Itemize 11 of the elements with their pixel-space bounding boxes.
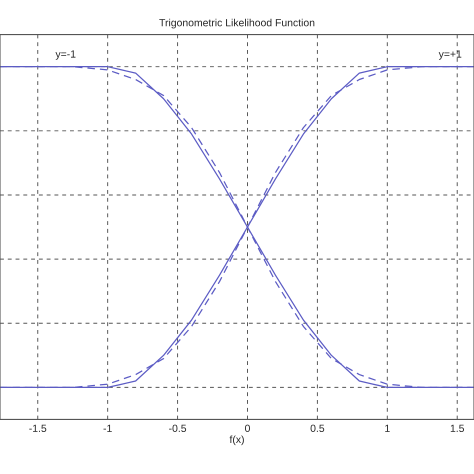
x-axis-title: f(x) (230, 435, 244, 446)
x-tick-label: -0.5 (169, 424, 186, 432)
chart-title: Trigonometric Likelihood Function (159, 18, 314, 28)
x-tick-label: -1.5 (29, 424, 46, 432)
annotation: y=+1 (438, 50, 462, 60)
annotation: y=-1 (55, 50, 76, 60)
x-tick-label: 1.5 (450, 424, 464, 432)
x-tick-label: 0 (244, 424, 250, 432)
x-tick-label: 0.5 (310, 424, 324, 432)
x-tick-label: -1 (103, 424, 112, 432)
x-tick-label: 1 (385, 424, 390, 432)
